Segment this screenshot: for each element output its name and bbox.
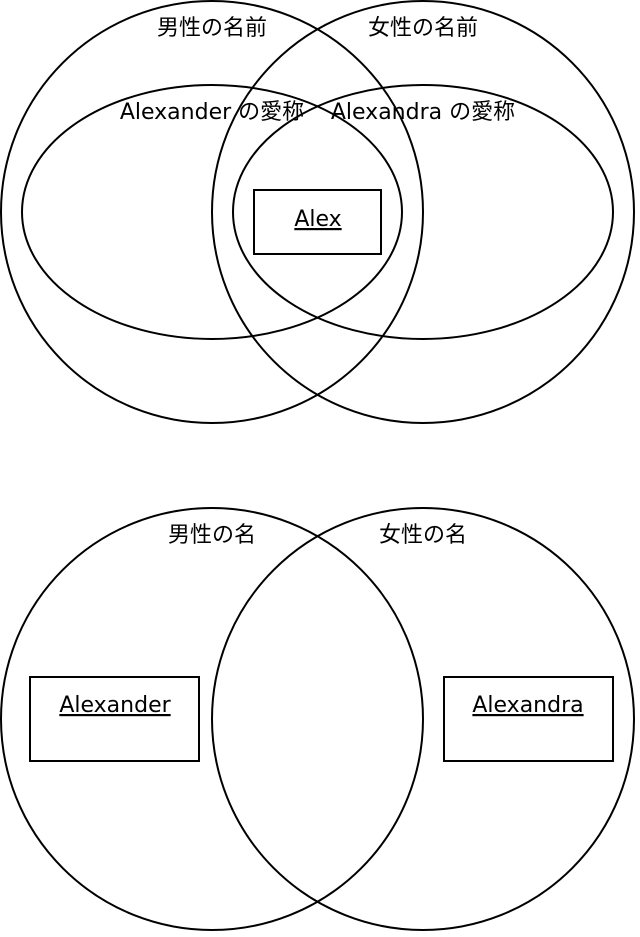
male-names-label-2: 男性の名: [168, 523, 256, 548]
alexandra-nicknames-ellipse: [232, 84, 614, 340]
alexander-label: Alexander: [59, 693, 171, 718]
top-venn-diagram: 男性の名前 女性の名前 Alexander の愛称 Alexandra の愛称 …: [0, 0, 635, 424]
alexandra-box: [443, 676, 614, 762]
alex-label: Alex: [294, 207, 341, 232]
female-names-circle-2: [211, 507, 635, 931]
male-names-circle-2: [0, 507, 424, 931]
female-names-circle: [211, 0, 635, 424]
male-names-label: 男性の名前: [157, 16, 267, 41]
alexander-nicknames-label: Alexander の愛称: [120, 100, 304, 125]
male-names-circle: [0, 0, 424, 424]
bottom-venn-diagram: 男性の名 女性の名 Alexander Alexandra: [0, 507, 635, 931]
female-names-label: 女性の名前: [368, 16, 478, 41]
female-names-label-2: 女性の名: [379, 523, 467, 548]
alex-box: [253, 189, 382, 255]
alexandra-nicknames-label: Alexandra の愛称: [331, 100, 515, 125]
alexander-box: [29, 676, 200, 762]
alexandra-label: Alexandra: [472, 693, 583, 718]
alexander-nicknames-ellipse: [21, 84, 403, 340]
